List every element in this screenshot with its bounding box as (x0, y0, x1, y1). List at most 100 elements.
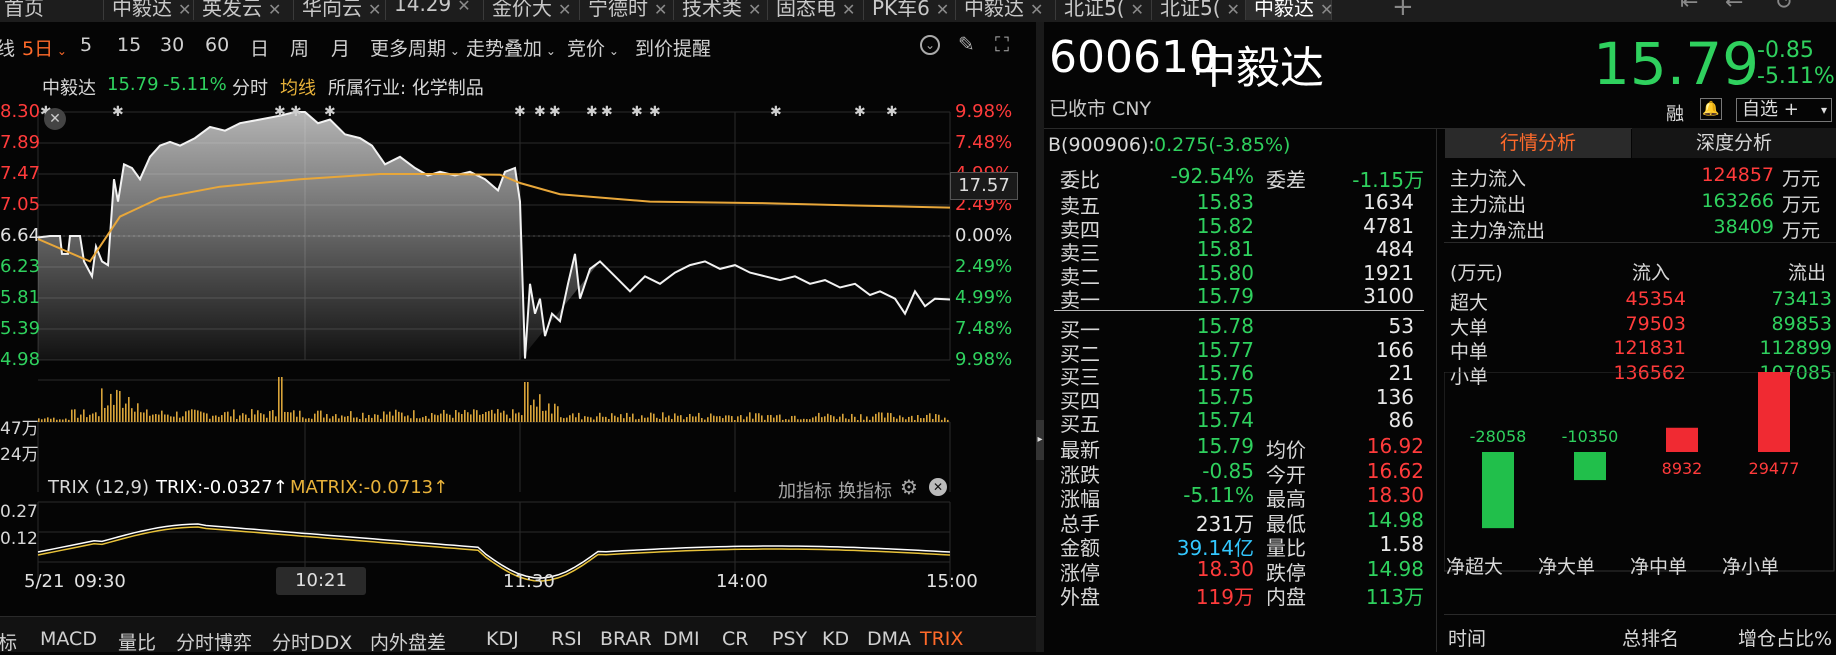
draw-pen-icon[interactable]: ✎ (958, 32, 975, 56)
close-icon[interactable]: ✕ (748, 0, 762, 19)
bell-icon[interactable]: 🔔 (1700, 98, 1722, 120)
tab-market-analysis[interactable]: 行情分析 (1445, 128, 1631, 158)
net-flow-bar (1574, 452, 1606, 481)
indicator-tab[interactable]: MACD (40, 628, 97, 650)
indicator-tab[interactable]: 量比 (118, 632, 157, 654)
tab-4[interactable]: 14.29 ✕ (386, 0, 484, 20)
tab-depth-analysis[interactable]: 深度分析 (1632, 128, 1836, 158)
period-month-tab[interactable]: 月 (331, 38, 351, 60)
tab-1[interactable]: 中毅达 ✕ (104, 0, 194, 20)
flow-out-header: 流出 (1788, 262, 1827, 284)
close-icon[interactable]: ✕ (457, 0, 471, 15)
close-icon[interactable]: ✕ (935, 0, 950, 19)
indicator-tab[interactable]: 标 (0, 632, 18, 654)
refresh-icon[interactable]: ↺ (1775, 0, 1794, 15)
order-ratio-label: 委比 (1060, 168, 1100, 192)
close-icon[interactable]: ✕ (654, 0, 668, 19)
ask-price[interactable]: 15.80 (1196, 260, 1254, 285)
tab-2[interactable]: 英发云 ✕ (194, 0, 294, 20)
indicator-tab[interactable]: 内外盘差 (370, 632, 447, 654)
close-icon[interactable]: ✕ (368, 0, 382, 19)
ask-price[interactable]: 15.83 (1196, 190, 1254, 214)
indicator-tab[interactable]: KDJ (486, 628, 519, 650)
ask-volume: 4781 (1363, 213, 1414, 238)
close-icon[interactable]: ✕ (1320, 0, 1334, 19)
indicator-tab[interactable]: DMI (663, 628, 700, 650)
ask-price[interactable]: 15.79 (1196, 284, 1254, 308)
stat-value: 119万 (1195, 585, 1254, 609)
period-5min-tab[interactable]: 5 (80, 34, 93, 56)
collapse-icon[interactable]: ⌄ (920, 35, 940, 55)
tab-12[interactable]: 北证5(✕ (1152, 0, 1246, 20)
stat-value: -0.85 (1202, 458, 1254, 483)
tab-5[interactable]: 金价大 ✕ (484, 0, 580, 20)
collapse-panel-icon[interactable]: ▸ (1036, 420, 1044, 460)
close-info-icon[interactable]: ✕ (44, 108, 66, 130)
tab-9[interactable]: PK车6 ✕ (864, 0, 956, 20)
indicator-tab[interactable]: KD (822, 628, 850, 650)
period-week-tab[interactable]: 周 (290, 38, 310, 60)
tab-13[interactable]: 中毅达 ✕ (1246, 0, 1334, 20)
period-15min-tab[interactable]: 15 (117, 34, 142, 56)
switch-indicator-button[interactable]: 换指标 (838, 481, 892, 502)
gear-icon[interactable]: ⚙ (900, 475, 918, 499)
close-icon[interactable]: ✕ (558, 0, 572, 19)
add-indicator-button[interactable]: 加指标 (778, 481, 832, 502)
price-alert-button[interactable]: 到价提醒 (635, 38, 712, 60)
indicator-tab[interactable]: 分时DDX (272, 632, 353, 654)
stat-label: 内盘 (1266, 585, 1306, 609)
close-icon[interactable]: ✕ (1130, 0, 1144, 19)
ask-price[interactable]: 15.81 (1196, 237, 1254, 261)
close-icon[interactable]: ✕ (1226, 0, 1240, 19)
close-icon[interactable]: ✕ (1030, 0, 1044, 19)
bid-price[interactable]: 15.75 (1196, 384, 1254, 409)
tab-0[interactable]: 首页 (0, 0, 104, 20)
bid-price[interactable]: 15.77 (1196, 337, 1254, 362)
tab-7[interactable]: 技术类 ✕ (674, 0, 768, 20)
period-line-tab[interactable]: 线 (0, 38, 16, 60)
close-icon[interactable]: ✕ (268, 0, 282, 19)
close-icon[interactable]: ✕ (178, 0, 192, 19)
b-share-code[interactable]: B(900906): (1048, 134, 1155, 156)
price-tick: 6.64 (0, 225, 41, 246)
bid-price[interactable]: 15.78 (1196, 314, 1254, 338)
trend-overlay-dropdown[interactable]: 走势叠加 ⌄ (466, 38, 556, 60)
stat-value: 14.98 (1366, 556, 1424, 581)
trix-axis-mid: 0.12 (0, 529, 38, 549)
close-icon[interactable]: ✕ (842, 0, 856, 19)
close-indicator-icon[interactable]: ✕ (929, 478, 947, 496)
indicator-tab[interactable]: 分时博弈 (176, 632, 253, 654)
event-star-icon: ✱ (854, 104, 866, 120)
tab-8[interactable]: 固态电 ✕ (768, 0, 864, 20)
period-30min-tab[interactable]: 30 (160, 34, 185, 56)
indicator-tab[interactable]: PSY (772, 628, 808, 650)
more-period-dropdown[interactable]: 更多周期 ⌄ (370, 38, 460, 60)
indicator-tab[interactable]: RSI (551, 628, 582, 650)
back-icon[interactable]: ← (1725, 0, 1744, 15)
panel-divider[interactable] (1036, 22, 1044, 652)
fullscreen-icon[interactable]: ⛶ (995, 32, 1009, 56)
chevron-down-icon[interactable]: ▾ (1820, 103, 1827, 117)
period-60min-tab[interactable]: 60 (205, 34, 230, 56)
event-star-icon: ✱ (290, 104, 302, 120)
auction-dropdown[interactable]: 竞价 ⌄ (567, 38, 619, 60)
price-tick: 8.30 (0, 101, 41, 122)
indicator-tab[interactable]: DMA (867, 628, 912, 650)
tab-label: 英发云 (202, 0, 262, 20)
ask-price[interactable]: 15.82 (1196, 213, 1254, 238)
tab-6[interactable]: 宁德时 ✕ (580, 0, 674, 20)
tab-3[interactable]: 华向云 ✕ (294, 0, 386, 20)
bid-price[interactable]: 15.74 (1196, 408, 1254, 432)
indicator-tab[interactable]: BRAR (600, 628, 652, 650)
plus-icon[interactable]: + (1392, 0, 1414, 22)
add-watchlist-button[interactable]: 自选 + ▾ (1736, 98, 1832, 122)
bid-price[interactable]: 15.76 (1196, 361, 1254, 385)
tab-10[interactable]: 中毅达 ✕ (956, 0, 1056, 20)
minimize-icon[interactable]: ⇤ (1680, 0, 1699, 15)
indicator-tab[interactable]: TRIX (920, 628, 964, 650)
period-5day-tab[interactable]: 5日 ⌄ (22, 38, 67, 60)
bid-label: 买五 (1060, 412, 1100, 436)
period-day-tab[interactable]: 日 (250, 38, 270, 60)
tab-11[interactable]: 北证5(✕ (1056, 0, 1152, 20)
indicator-tab[interactable]: CR (722, 628, 749, 650)
